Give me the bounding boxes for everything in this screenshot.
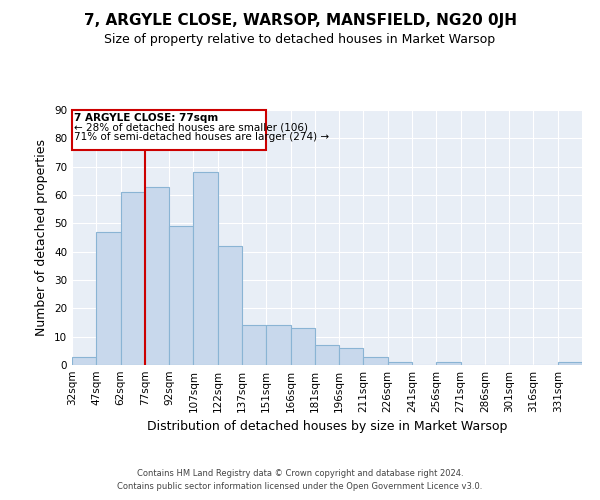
Bar: [193, 172, 218, 365]
Text: Size of property relative to detached houses in Market Warsop: Size of property relative to detached ho…: [104, 32, 496, 46]
Bar: [364, 356, 388, 365]
Bar: [145, 186, 169, 365]
Bar: [558, 362, 582, 365]
X-axis label: Distribution of detached houses by size in Market Warsop: Distribution of detached houses by size …: [147, 420, 507, 434]
Bar: [388, 362, 412, 365]
Text: 71% of semi-detached houses are larger (274) →: 71% of semi-detached houses are larger (…: [74, 132, 329, 142]
Text: Contains public sector information licensed under the Open Government Licence v3: Contains public sector information licen…: [118, 482, 482, 491]
Bar: [339, 348, 364, 365]
Bar: [290, 328, 315, 365]
Bar: [169, 226, 193, 365]
Text: Contains HM Land Registry data © Crown copyright and database right 2024.: Contains HM Land Registry data © Crown c…: [137, 468, 463, 477]
Bar: [72, 356, 96, 365]
Bar: [266, 326, 290, 365]
Bar: [315, 345, 339, 365]
Bar: [218, 246, 242, 365]
Text: ← 28% of detached houses are smaller (106): ← 28% of detached houses are smaller (10…: [74, 122, 308, 132]
Bar: [436, 362, 461, 365]
Text: 7 ARGYLE CLOSE: 77sqm: 7 ARGYLE CLOSE: 77sqm: [74, 114, 218, 124]
Text: 7, ARGYLE CLOSE, WARSOP, MANSFIELD, NG20 0JH: 7, ARGYLE CLOSE, WARSOP, MANSFIELD, NG20…: [83, 12, 517, 28]
Bar: [72, 110, 266, 150]
Bar: [96, 232, 121, 365]
Bar: [121, 192, 145, 365]
Y-axis label: Number of detached properties: Number of detached properties: [35, 139, 49, 336]
Bar: [242, 326, 266, 365]
